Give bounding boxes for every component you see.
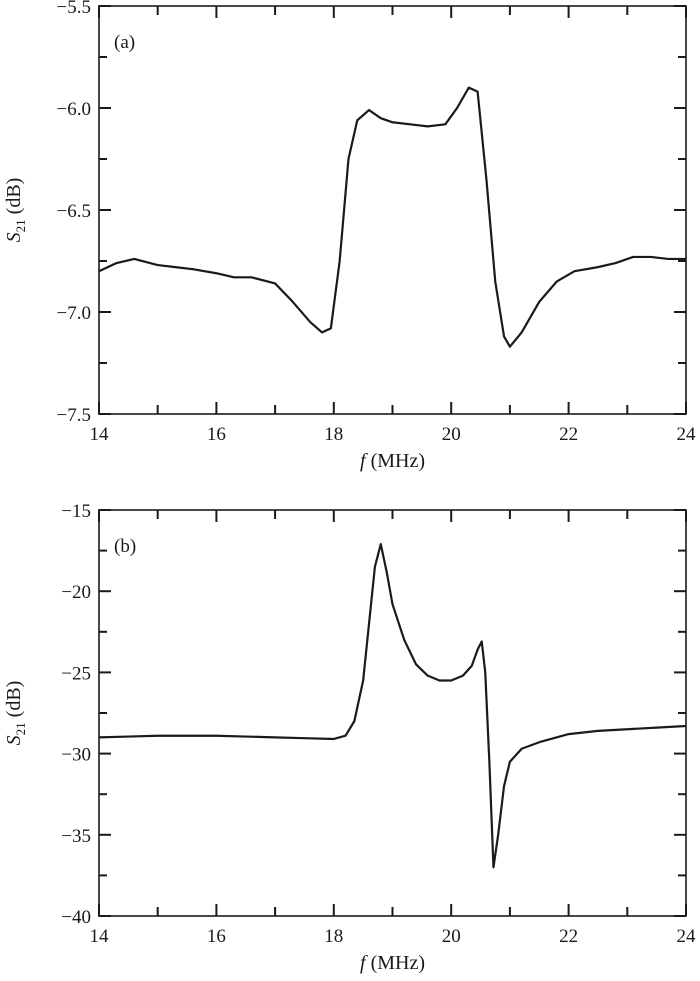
- y-axis-unit: (dB): [3, 178, 25, 220]
- plot-frame: [98, 509, 687, 917]
- y-axis-subscript: 21: [13, 722, 28, 735]
- y-tick-label: −7.5: [57, 405, 91, 426]
- x-tick-label: 14: [90, 424, 110, 445]
- y-axis-variable: S: [3, 232, 25, 242]
- y-tick-label: −20: [61, 582, 91, 603]
- x-tick-label: 24: [677, 424, 697, 445]
- y-tick-label: −25: [61, 663, 91, 684]
- x-axis-variable: f: [360, 450, 368, 472]
- x-tick-label: 20: [442, 424, 461, 445]
- plot-frame: [98, 5, 687, 415]
- x-tick-label: 22: [559, 424, 578, 445]
- x-tick-label: 18: [324, 926, 343, 947]
- x-tick-label: 16: [207, 926, 226, 947]
- series-line: [98, 543, 687, 869]
- y-tick-label: −15: [61, 501, 91, 522]
- y-tick-label: −40: [61, 907, 91, 928]
- y-axis-label: S21 (dB): [3, 178, 28, 243]
- y-tick-label: −7.0: [57, 303, 91, 324]
- y-axis-variable: S: [3, 735, 25, 745]
- x-axis-variable: f: [360, 952, 368, 974]
- y-tick-label: −6.5: [57, 201, 91, 222]
- x-axis-unit: (MHz): [366, 450, 425, 472]
- y-axis-unit: (dB): [3, 681, 25, 723]
- y-tick-label: −5.5: [57, 0, 91, 18]
- x-tick-label: 16: [207, 424, 226, 445]
- x-axis-label: f (MHz): [360, 450, 425, 472]
- y-tick-label: −35: [61, 826, 91, 847]
- x-tick-label: 20: [442, 926, 461, 947]
- y-axis-subscript: 21: [13, 219, 28, 232]
- x-tick-label: 24: [677, 926, 697, 947]
- panel-label: (a): [114, 32, 135, 53]
- chart-panel: 14 16 18 20 22 24 −40 −35 −30 −25 −20 −15 (b) f (MHz)…: [3, 501, 696, 974]
- panel-label: (b): [114, 536, 136, 557]
- chart-panel: 14 16 18 20 22 24 −7.5 −7.0 −6.5 −6.0 −5.5 (a) f (MH…: [3, 0, 696, 472]
- x-tick-label: 14: [90, 926, 110, 947]
- y-tick-label: −30: [61, 745, 91, 766]
- x-tick-label: 18: [324, 424, 343, 445]
- x-tick-label: 22: [559, 926, 578, 947]
- x-axis-label: f (MHz): [360, 952, 425, 974]
- y-tick-label: −6.0: [57, 99, 91, 120]
- series-line: [98, 86, 686, 348]
- x-axis-unit: (MHz): [366, 952, 425, 974]
- y-axis-label: S21 (dB): [3, 681, 28, 746]
